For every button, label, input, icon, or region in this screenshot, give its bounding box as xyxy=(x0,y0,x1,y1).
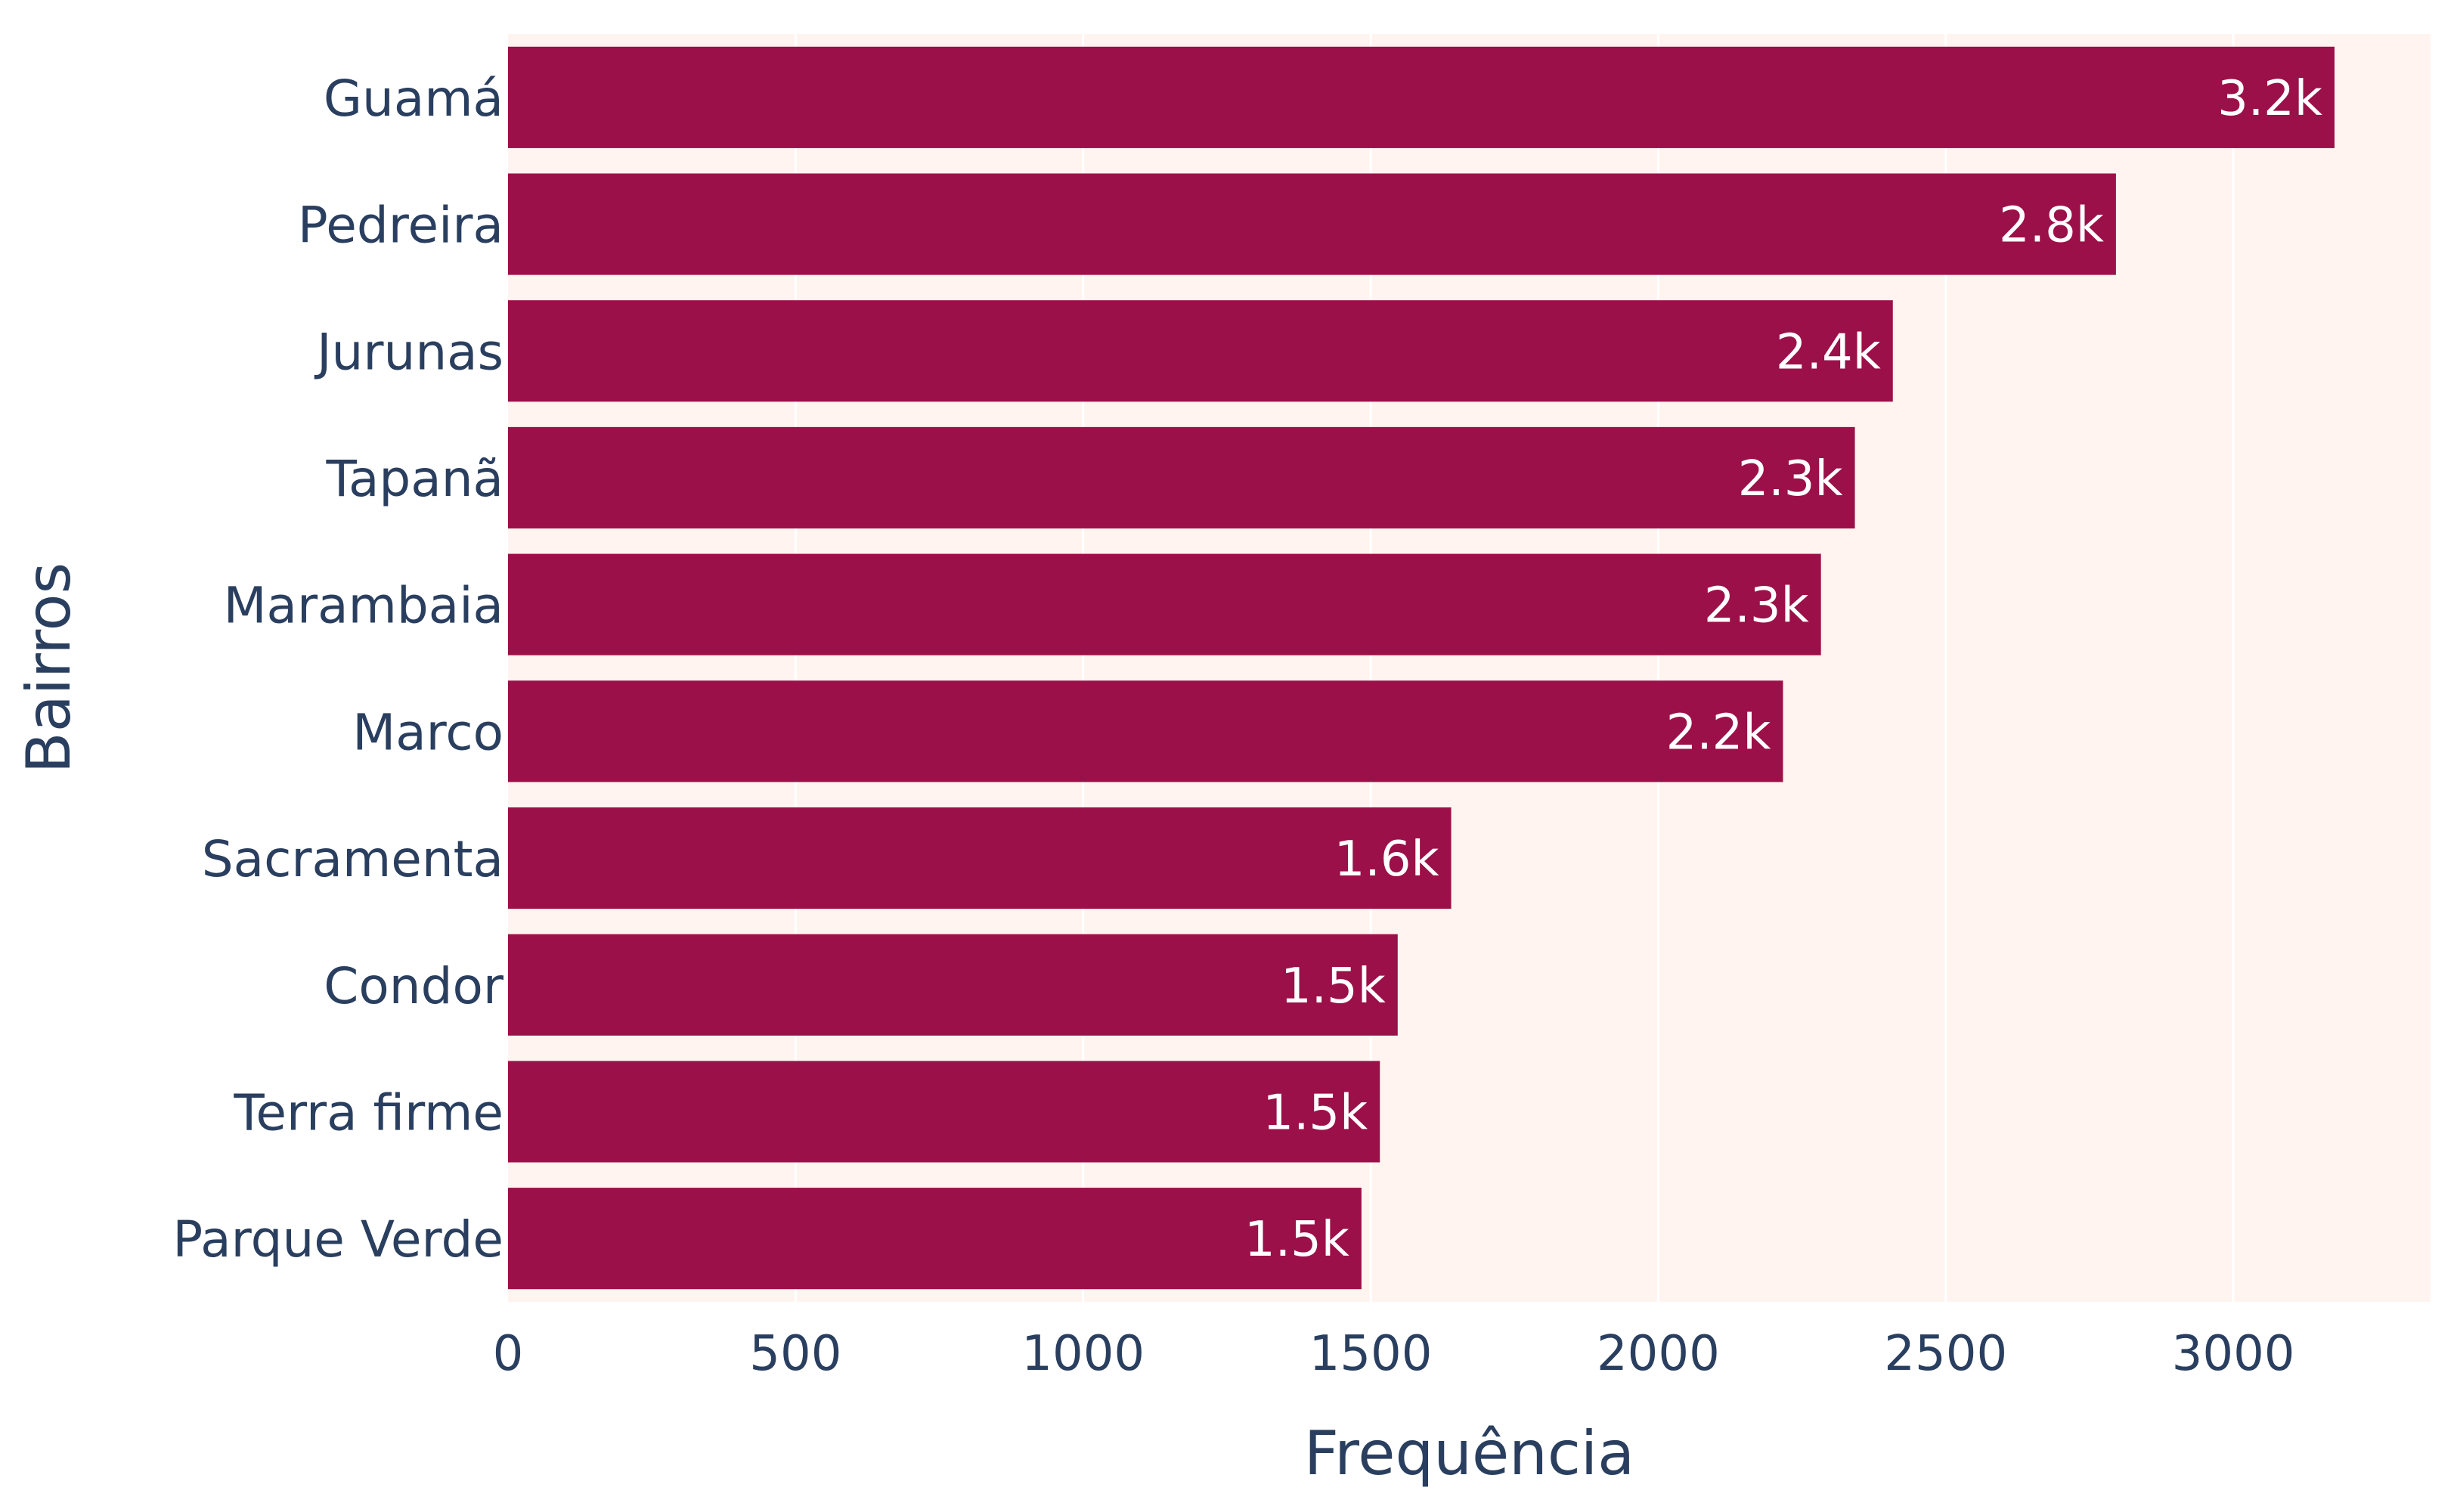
x-tick-labels: 0 500 1000 1500 2000 2500 3000 xyxy=(493,1326,2295,1382)
bar xyxy=(508,300,1893,402)
bar-data-label: 2.3k xyxy=(1704,578,1809,634)
bar xyxy=(508,934,1398,1036)
bar-data-label: 1.6k xyxy=(1334,832,1439,888)
x-tick-label: 3000 xyxy=(2172,1326,2295,1382)
category-label: Marco xyxy=(352,703,503,761)
category-label: Condor xyxy=(324,957,504,1015)
bar xyxy=(508,680,1783,782)
bar-data-label: 1.5k xyxy=(1281,959,1386,1015)
bar-data-label: 2.8k xyxy=(1999,198,2104,254)
category-label: Pedreira xyxy=(298,197,503,255)
bar xyxy=(508,173,2116,275)
bar xyxy=(508,1188,1362,1290)
category-label: Terra firme xyxy=(233,1083,503,1142)
bar xyxy=(508,807,1452,909)
category-labels: Guamá Pedreira Jurunas Tapanã Marambaia Marco… xyxy=(172,70,504,1269)
category-label: Parque Verde xyxy=(172,1210,503,1269)
bar xyxy=(508,46,2335,148)
bar-data-label: 1.5k xyxy=(1263,1085,1368,1141)
x-axis-title: Frequência xyxy=(1304,1418,1634,1489)
category-label: Marambaia xyxy=(224,577,503,635)
x-tick-label: 500 xyxy=(749,1326,841,1382)
category-label: Tapanã xyxy=(326,450,503,508)
x-tick-label: 1500 xyxy=(1309,1326,1433,1382)
bars: 3.2k 2.8k 2.4k 2.3k 2.3k 2.2k 1.6k 1.5k 1.5k 1.5k xyxy=(508,46,2335,1290)
bar-data-label: 2.2k xyxy=(1666,705,1771,761)
bar-data-label: 2.3k xyxy=(1738,451,1843,507)
x-tick-label: 2500 xyxy=(1884,1326,2007,1382)
bar-data-label: 2.4k xyxy=(1776,324,1881,380)
category-label: Guamá xyxy=(324,70,503,128)
x-tick-label: 1000 xyxy=(1021,1326,1145,1382)
category-label: Sacramenta xyxy=(202,830,503,888)
bar xyxy=(508,426,1855,529)
x-tick-label: 0 xyxy=(493,1326,524,1382)
bar xyxy=(508,553,1821,655)
bar xyxy=(508,1061,1380,1163)
y-axis-title: Bairros xyxy=(14,562,84,773)
x-tick-label: 2000 xyxy=(1597,1326,1720,1382)
category-label: Jurunas xyxy=(314,323,503,381)
bar-data-label: 3.2k xyxy=(2217,71,2322,127)
bar-data-label: 1.5k xyxy=(1244,1212,1349,1268)
